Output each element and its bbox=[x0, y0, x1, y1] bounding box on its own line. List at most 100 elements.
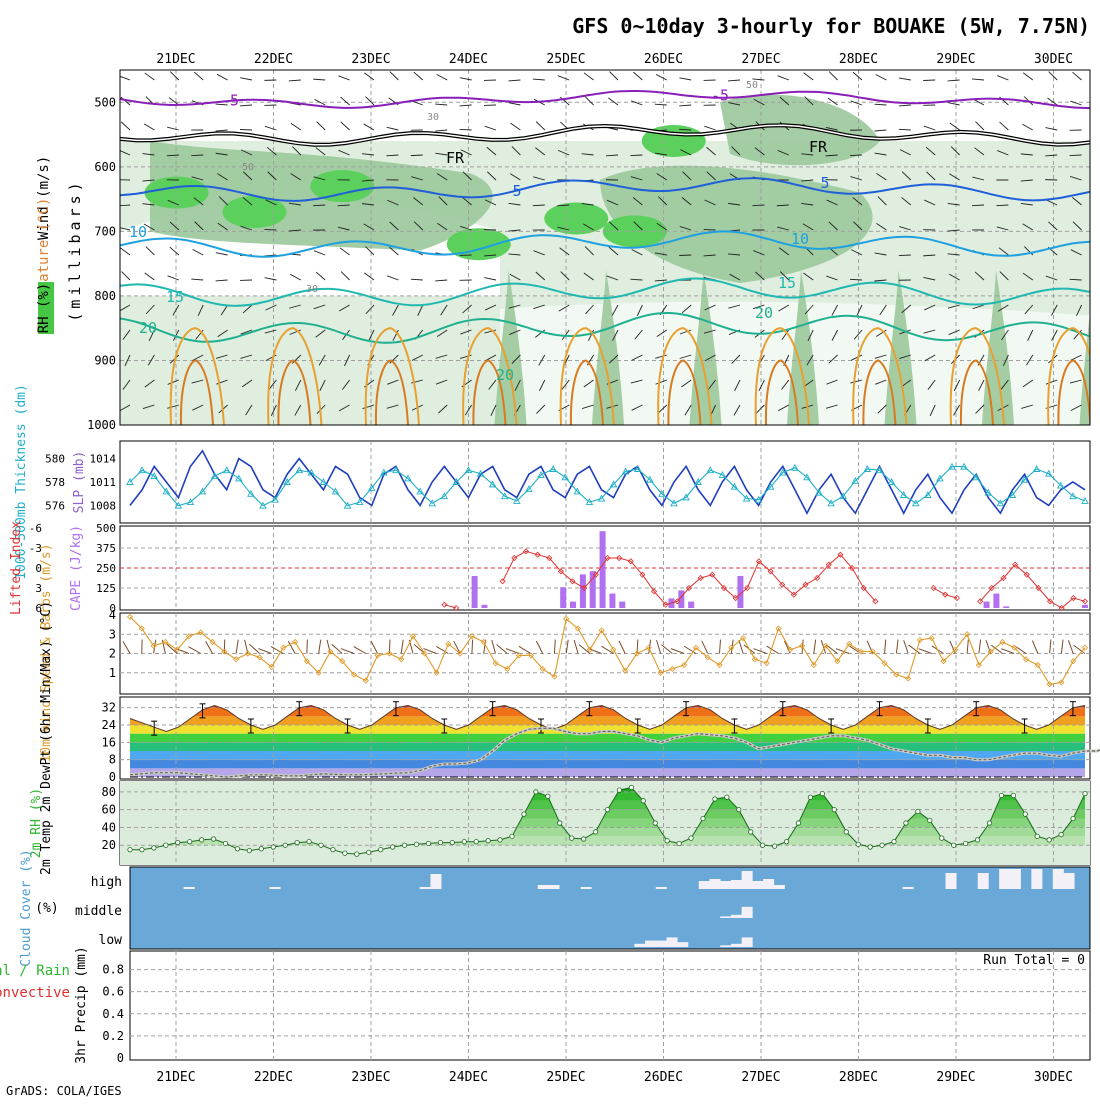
cape-bar bbox=[600, 531, 606, 608]
wind-barb bbox=[264, 229, 276, 230]
cloud-bar-high bbox=[1031, 869, 1042, 889]
rh2m-marker bbox=[999, 793, 1003, 797]
axis-tick-label: 80 bbox=[102, 785, 116, 799]
cape-tick: 125 bbox=[96, 582, 116, 595]
rh2m-marker bbox=[653, 821, 657, 825]
rh2m-marker bbox=[223, 841, 227, 845]
rh-contour-label: 30 bbox=[427, 112, 439, 123]
date-label-bottom: 29DEC bbox=[936, 1070, 975, 1085]
axis-tick-label: 8 bbox=[109, 753, 116, 767]
cloud-bar-high bbox=[752, 881, 763, 889]
rh2m-marker bbox=[211, 837, 215, 841]
cloud-bar-high bbox=[903, 887, 914, 889]
rh2m-marker bbox=[259, 847, 263, 851]
rh2m-marker bbox=[916, 809, 920, 813]
rh2m-marker bbox=[641, 799, 645, 803]
wind-barb bbox=[1070, 155, 1082, 156]
rh2m-marker bbox=[605, 807, 609, 811]
contour-label: 5 bbox=[512, 182, 521, 200]
rh2m-marker bbox=[128, 847, 132, 851]
cape-axis-label: CAPE (J/kg) bbox=[69, 525, 84, 611]
cape-tick: 250 bbox=[96, 562, 116, 575]
cape-bar bbox=[560, 587, 566, 608]
cloud-bar-high bbox=[774, 885, 785, 889]
rh2m-marker bbox=[295, 840, 299, 844]
rh2m-marker bbox=[963, 841, 967, 845]
rh2m-marker bbox=[772, 844, 776, 848]
rh2m-marker bbox=[737, 807, 741, 811]
wind-barb bbox=[411, 155, 423, 156]
rh2m-marker bbox=[784, 839, 788, 843]
contour-label: 20 bbox=[496, 366, 514, 384]
pressure-axis-label: (millibars) bbox=[66, 178, 84, 321]
cloud-bar-low bbox=[667, 937, 678, 947]
rh2m-marker bbox=[199, 838, 203, 842]
chart-title: GFS 0~10day 3-hourly for BOUAKE (5W, 7.7… bbox=[572, 14, 1090, 38]
cloud-bar-high bbox=[1010, 869, 1021, 889]
contour-label: 10 bbox=[129, 223, 147, 241]
rh2m-marker bbox=[438, 840, 442, 844]
date-label-bottom: 27DEC bbox=[741, 1070, 780, 1085]
rh2m-marker bbox=[498, 838, 502, 842]
lifted-index-axis-label: Lifted Index bbox=[9, 521, 24, 615]
rh2m-marker bbox=[534, 790, 538, 794]
contour-label: 15 bbox=[778, 274, 796, 292]
date-label-top: 30DEC bbox=[1034, 52, 1073, 67]
date-label-top: 21DEC bbox=[156, 52, 195, 67]
thickness-tick: 580 bbox=[45, 452, 65, 465]
rh2m-marker bbox=[1047, 838, 1051, 842]
rh2m-marker bbox=[1035, 834, 1039, 838]
cloud-bar-high bbox=[430, 874, 441, 889]
axis-tick-label: 4 bbox=[109, 608, 116, 622]
precip-legend-convective: Convective bbox=[0, 985, 70, 1001]
axis-tick-label: 60 bbox=[102, 803, 116, 817]
cape-tick: 375 bbox=[96, 542, 116, 555]
contour-label: -5 bbox=[711, 86, 729, 104]
axis-tick-label: 0 bbox=[117, 1051, 124, 1065]
cloud-bar-low bbox=[645, 941, 656, 947]
axis-tick-label: 500 bbox=[94, 95, 116, 109]
axis-tick-label: 3 bbox=[109, 627, 116, 641]
rh2m-marker bbox=[951, 843, 955, 847]
axis-tick-label: 2 bbox=[109, 647, 116, 661]
cloud-bar-middle bbox=[720, 916, 731, 918]
rh2m-marker bbox=[414, 842, 418, 846]
cloud-bar-high bbox=[978, 873, 989, 889]
rh2m-marker bbox=[426, 841, 430, 845]
cloud-bar-high bbox=[538, 885, 549, 889]
rh2m-marker bbox=[665, 839, 669, 843]
thickness-tick: 578 bbox=[45, 476, 65, 489]
date-label-top: 22DEC bbox=[254, 52, 293, 67]
rh2m-marker bbox=[319, 843, 323, 847]
cloud-bar-high bbox=[946, 873, 957, 889]
rh2m-axis-label: 2m RH (%) bbox=[29, 788, 44, 858]
axis-tick-label: 0.8 bbox=[102, 963, 124, 977]
contour-label: -5 bbox=[221, 92, 239, 110]
date-label-bottom: 24DEC bbox=[449, 1070, 488, 1085]
rh2m-marker bbox=[713, 797, 717, 801]
date-label-bottom: 30DEC bbox=[1034, 1070, 1073, 1085]
date-label-bottom: 26DEC bbox=[644, 1070, 683, 1085]
cloud-bar-high bbox=[184, 887, 195, 889]
rh2m-marker bbox=[522, 812, 526, 816]
wind-barb bbox=[460, 129, 472, 130]
wind-barb bbox=[899, 255, 911, 256]
cape-tick: 500 bbox=[96, 522, 116, 535]
axis-tick-label: 24 bbox=[102, 718, 116, 732]
contour-label: 10 bbox=[791, 230, 809, 248]
rh2m-marker bbox=[880, 843, 884, 847]
rh2m-marker bbox=[629, 785, 633, 789]
precip-legend-total: Total / Rain bbox=[0, 963, 70, 979]
rh2m-marker bbox=[581, 837, 585, 841]
cloud-bar-high bbox=[763, 879, 774, 889]
cloud-bar-high bbox=[731, 880, 742, 889]
slp-tick: 1014 bbox=[90, 453, 117, 466]
rh2m-marker bbox=[1071, 816, 1075, 820]
rh2m-marker bbox=[367, 850, 371, 854]
axis-tick-label: 600 bbox=[94, 160, 116, 174]
axis-tick-label: 700 bbox=[94, 224, 116, 238]
